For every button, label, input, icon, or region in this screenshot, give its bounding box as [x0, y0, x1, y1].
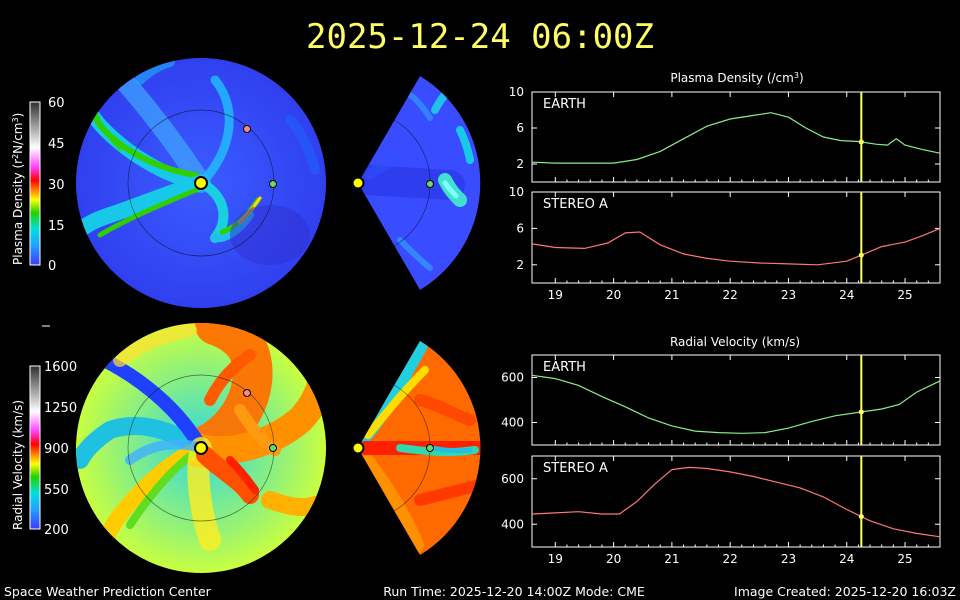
velocity-colorbar: 1600 1250 900 550 200 Radial Velocity (k… [11, 360, 77, 538]
top-wedge-markers [351, 176, 434, 190]
velocity-tick-550: 550 [44, 483, 69, 498]
current-value-dot [858, 409, 864, 415]
panel-label: STEREO A [543, 461, 608, 476]
sun-icon [351, 176, 365, 190]
x-tick-label: 20 [606, 288, 621, 302]
sun-icon [194, 176, 208, 190]
bottom-wedge-markers [351, 441, 434, 455]
top-disk-markers [194, 125, 277, 190]
series-line-earth [531, 374, 941, 434]
density-tick-30: 30 [48, 178, 65, 193]
y-tick-label: 2 [516, 157, 524, 171]
panel-frame [531, 191, 941, 284]
chart-panel: 600 400 EARTH [501, 354, 941, 446]
x-tick-label: 22 [723, 552, 738, 566]
x-tick-label: 19 [548, 552, 563, 566]
panel-label: EARTH [543, 97, 586, 112]
density-colorbar: 60 45 30 15 0 Plasma Density (r2N/cm3) [11, 96, 65, 274]
x-tick-label: 21 [664, 288, 679, 302]
x-tick-label: 24 [839, 288, 854, 302]
x-tick-label: 23 [781, 552, 796, 566]
velocity-colorbar-label: Radial Velocity (km/s) [11, 400, 25, 530]
density-tick-60: 60 [48, 96, 65, 111]
earth-marker-icon [269, 444, 277, 452]
density-meridional-wedge [357, 75, 481, 291]
density-tick-0: 0 [48, 259, 56, 274]
density-colorbar-gradient [29, 101, 41, 266]
current-value-dot [858, 514, 864, 520]
chart-panel: 600 400 19 20 21 22 23 24 25 STEREO A [501, 455, 941, 566]
y-tick-label: 600 [501, 472, 524, 486]
chart-panel: 10 6 2 19 20 21 22 23 24 25 STEREO A [509, 185, 941, 302]
stereo-a-marker-icon [243, 389, 251, 397]
panel-frame [531, 91, 941, 183]
velocity-meridional-wedge [358, 341, 481, 555]
y-tick-label: 10 [509, 85, 524, 99]
density-colorbar-label: Plasma Density (r2N/cm3) [11, 113, 25, 265]
chart-panel: 10 6 2 EARTH [509, 85, 941, 183]
earth-marker-icon [426, 444, 434, 452]
series-line-earth [531, 112, 941, 164]
velocity-tick-200: 200 [44, 523, 69, 538]
series-line-stereo-a [531, 227, 941, 266]
sun-icon [194, 441, 208, 455]
time-series-charts: 10 6 2 EARTH 10 6 2 19 20 21 22 23 24 25 STEREO A 600 40… [501, 85, 941, 566]
bottom-disk-markers [194, 389, 277, 455]
panel-label: EARTH [543, 360, 586, 375]
y-tick-label: 400 [501, 517, 524, 531]
x-tick-label: 21 [664, 552, 679, 566]
y-tick-label: 10 [509, 185, 524, 199]
velocity-tick-1600: 1600 [44, 360, 77, 375]
series-line-stereo-a [531, 466, 941, 538]
density-tick-45: 45 [48, 137, 65, 152]
y-tick-label: 600 [501, 371, 524, 385]
density-tick-15: 15 [48, 219, 65, 234]
stereo-a-marker-icon [243, 125, 251, 133]
footer-org: Space Weather Prediction Center [4, 584, 212, 599]
footer-run-info: Run Time: 2025-12-20 14:00Z Mode: CME [383, 584, 645, 599]
panel-frame [531, 354, 941, 446]
sun-icon [351, 441, 365, 455]
y-tick-label: 400 [501, 416, 524, 430]
x-tick-label: 22 [723, 288, 738, 302]
x-tick-label: 25 [897, 288, 912, 302]
y-tick-label: 2 [516, 258, 524, 272]
velocity-colorbar-gradient [29, 365, 41, 530]
earth-marker-icon [426, 180, 434, 188]
x-tick-label: 20 [606, 552, 621, 566]
timestamp-title: 2025-12-24 06:00Z [306, 17, 654, 57]
velocity-chart-title: Radial Velocity (km/s) [670, 335, 800, 349]
y-tick-label: 6 [516, 121, 524, 135]
velocity-tick-1250: 1250 [44, 401, 77, 416]
x-tick-label: 19 [548, 288, 563, 302]
current-value-dot [858, 139, 864, 145]
panel-label: STEREO A [543, 197, 608, 212]
current-value-dot [858, 252, 864, 258]
panel-frame [531, 455, 941, 548]
x-tick-label: 23 [781, 288, 796, 302]
density-chart-title: Plasma Density (/cm3) [670, 71, 803, 85]
earth-marker-icon [269, 180, 277, 188]
velocity-tick-900: 900 [44, 442, 69, 457]
x-tick-label: 24 [839, 552, 854, 566]
y-tick-label: 6 [516, 221, 524, 235]
x-tick-label: 25 [897, 552, 912, 566]
footer-image-created: Image Created: 2025-12-20 16:03Z [734, 584, 956, 599]
